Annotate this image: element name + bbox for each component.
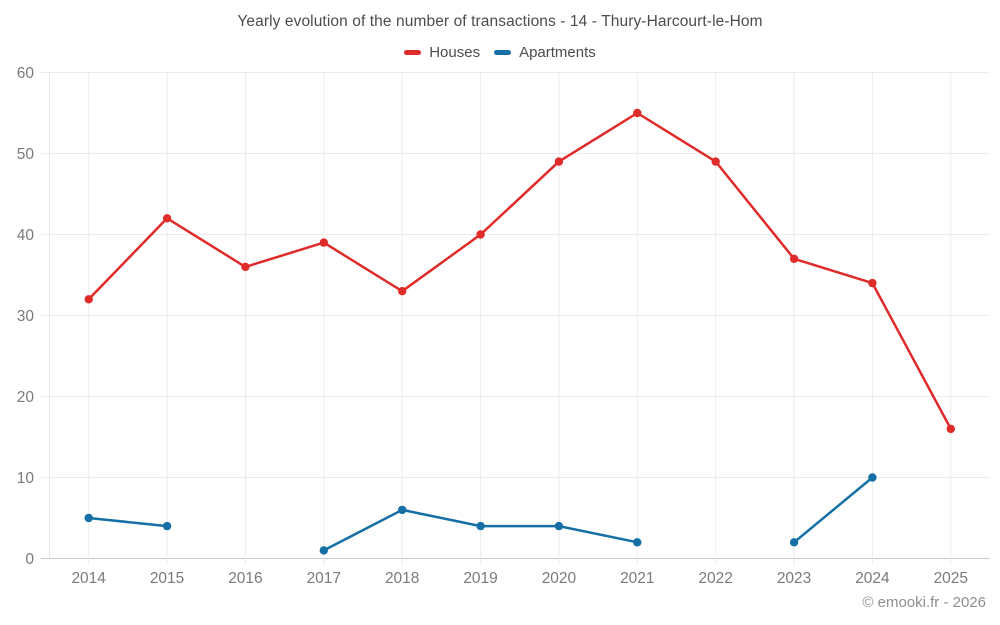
x-tick-label: 2017 [307, 570, 341, 587]
houses-point-2020[interactable] [554, 157, 564, 166]
houses-point-2016[interactable] [241, 262, 250, 272]
credit: © emooki.fr - 2026 [862, 594, 986, 611]
apartments-point-2024[interactable] [868, 473, 877, 482]
x-tick-label: 2016 [228, 570, 262, 587]
apartments-point-2019[interactable] [476, 521, 485, 531]
apartments-point-2023[interactable] [789, 538, 799, 547]
x-tick-label: 2021 [620, 570, 654, 587]
y-tick-label: 20 [17, 389, 35, 406]
apartments-point-2018[interactable] [398, 505, 407, 515]
houses-point-2015[interactable] [162, 214, 172, 223]
x-tick-label: 2015 [150, 570, 184, 587]
houses-legend-swatch [404, 50, 422, 55]
apartments-point-2014[interactable] [84, 513, 93, 523]
houses-point-2018[interactable] [398, 287, 407, 296]
houses-point-2014[interactable] [84, 295, 93, 304]
houses-point-2023[interactable] [789, 254, 799, 263]
legend-item-apartments[interactable]: Apartments [494, 44, 596, 61]
apartments-point-2015[interactable] [162, 521, 172, 531]
apartments-legend-label: Apartments [519, 44, 596, 61]
houses-point-2025[interactable] [946, 424, 955, 434]
houses-point-2022[interactable] [711, 157, 720, 166]
x-tick-label: 2019 [463, 570, 497, 587]
y-tick-label: 0 [25, 551, 34, 568]
houses-point-2024[interactable] [868, 278, 877, 288]
x-tick-label: 2022 [698, 570, 732, 587]
houses-line [87, 111, 953, 431]
apartments-point-2020[interactable] [554, 521, 564, 531]
apartments-legend-swatch [494, 50, 512, 55]
houses-point-2017[interactable] [319, 238, 328, 247]
y-tick-label: 50 [17, 146, 35, 163]
x-tick-label: 2014 [71, 570, 106, 587]
legend: Houses Apartments [0, 44, 1000, 61]
houses-point-2019[interactable] [476, 230, 485, 239]
x-tick-label: 2018 [385, 570, 419, 587]
y-tick-label: 40 [17, 227, 35, 244]
apartments-point-2021[interactable] [633, 538, 642, 547]
x-tick-label: 2025 [934, 570, 968, 587]
y-tick-label: 30 [17, 308, 35, 325]
y-tick-label: 60 [17, 65, 35, 82]
x-tick-label: 2024 [855, 570, 890, 587]
houses-legend-label: Houses [429, 44, 481, 61]
x-tick-label: 2020 [542, 570, 577, 587]
legend-item-houses[interactable]: Houses [404, 44, 480, 61]
chart-title: Yearly evolution of the number of transa… [237, 13, 763, 30]
houses-point-2021[interactable] [633, 108, 642, 118]
x-tick-label: 2023 [777, 570, 811, 587]
apartments-point-2017[interactable] [319, 546, 328, 555]
y-tick-label: 10 [17, 470, 35, 487]
